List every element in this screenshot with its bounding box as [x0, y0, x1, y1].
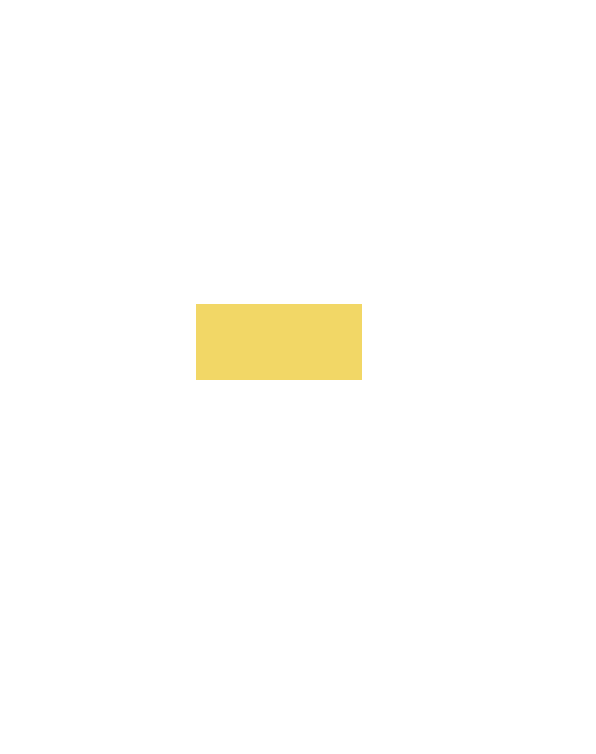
human-highlight: [196, 304, 362, 380]
